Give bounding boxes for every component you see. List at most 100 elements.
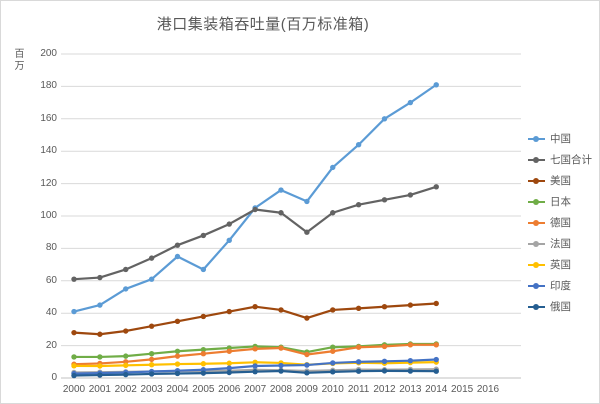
legend-item-日本: 日本 — [528, 191, 592, 212]
data-point-德国 — [148, 356, 155, 363]
data-point-俄国 — [355, 368, 362, 374]
data-point-七国合计 — [304, 229, 310, 235]
legend-item-七国合计: 七国合计 — [528, 149, 592, 170]
series-line-七国合计 — [72, 185, 438, 281]
data-point-七国合计 — [381, 197, 388, 203]
data-point-中国 — [226, 237, 232, 243]
data-point-中国 — [200, 266, 207, 273]
data-point-印度 — [407, 357, 414, 364]
data-point-美国 — [148, 323, 155, 329]
legend-marker-icon — [528, 240, 545, 247]
data-point-俄国 — [148, 371, 155, 377]
legend-label: 俄国 — [550, 301, 571, 313]
y-tick-label: 0 — [51, 372, 57, 383]
x-tick-label: 2015 — [451, 384, 474, 395]
data-point-印度 — [433, 356, 439, 363]
data-point-美国 — [97, 331, 103, 337]
legend-label: 德国 — [550, 217, 571, 229]
legend-label: 美国 — [550, 175, 571, 187]
legend-marker-icon — [528, 198, 545, 205]
x-tick-label: 2011 — [347, 384, 370, 395]
legend-label: 日本 — [550, 196, 571, 208]
data-point-美国 — [278, 307, 284, 313]
data-point-七国合计 — [407, 192, 414, 198]
data-point-德国 — [226, 348, 232, 354]
data-point-印度 — [330, 360, 336, 366]
legend-marker-icon — [528, 282, 545, 289]
data-point-中国 — [355, 142, 362, 148]
legend-item-印度: 印度 — [528, 275, 592, 296]
y-tick-label: 160 — [40, 112, 57, 124]
x-tick-label: 2014 — [425, 384, 448, 395]
data-point-美国 — [381, 304, 388, 310]
y-tick-label: 20 — [45, 339, 57, 351]
legend-item-俄国: 俄国 — [528, 296, 592, 317]
data-point-印度 — [278, 362, 284, 369]
data-point-日本 — [200, 346, 207, 353]
y-tick-label: 100 — [40, 210, 57, 221]
data-point-日本 — [123, 353, 129, 359]
data-point-中国 — [97, 302, 103, 308]
data-point-俄国 — [278, 368, 284, 374]
data-point-日本 — [71, 354, 77, 360]
x-tick-label: 2002 — [114, 384, 137, 395]
data-point-七国合计 — [252, 206, 258, 213]
data-point-美国 — [407, 302, 414, 308]
legend-label: 英国 — [550, 259, 571, 271]
data-point-中国 — [330, 164, 336, 171]
y-tick-label: 120 — [40, 177, 57, 189]
legend-item-美国: 美国 — [528, 170, 592, 191]
data-point-七国合计 — [174, 242, 181, 248]
legend-marker-icon — [528, 177, 545, 184]
data-point-俄国 — [304, 370, 310, 376]
data-point-中国 — [278, 187, 284, 193]
data-point-七国合计 — [330, 210, 336, 216]
data-point-七国合计 — [123, 266, 129, 273]
x-tick-label: 2009 — [295, 384, 318, 395]
data-point-七国合计 — [71, 276, 77, 282]
data-point-美国 — [304, 315, 310, 321]
data-point-英国 — [148, 362, 155, 368]
data-point-印度 — [381, 358, 388, 365]
data-point-德国 — [355, 344, 362, 350]
x-tick-label: 2007 — [244, 384, 267, 395]
data-point-美国 — [174, 318, 181, 324]
data-point-中国 — [433, 82, 439, 88]
data-point-俄国 — [252, 368, 258, 375]
data-point-俄国 — [174, 370, 181, 377]
y-tick-label: 40 — [45, 307, 57, 319]
data-point-中国 — [71, 308, 77, 315]
data-point-英国 — [123, 362, 129, 369]
data-point-印度 — [304, 362, 310, 368]
data-point-七国合计 — [97, 274, 103, 281]
data-point-德国 — [433, 342, 439, 348]
data-point-美国 — [355, 305, 362, 312]
data-point-美国 — [123, 328, 129, 334]
data-point-中国 — [381, 116, 388, 122]
data-point-俄国 — [200, 370, 207, 376]
data-point-德国 — [381, 343, 388, 350]
data-point-德国 — [278, 345, 284, 351]
legend-label: 中国 — [550, 133, 571, 145]
x-tick-label: 2016 — [476, 384, 500, 395]
legend-item-法国: 法国 — [528, 233, 592, 254]
data-point-英国 — [71, 363, 77, 369]
x-tick-label: 2000 — [62, 384, 86, 395]
data-point-英国 — [226, 360, 232, 366]
legend-item-中国: 中国 — [528, 128, 592, 149]
data-point-美国 — [330, 307, 336, 313]
data-point-英国 — [97, 363, 103, 369]
data-point-中国 — [304, 198, 310, 205]
x-tick-label: 2008 — [269, 384, 293, 395]
chart-title: 港口集装箱吞吐量(百万标准箱) — [156, 16, 370, 33]
x-tick-label: 2003 — [140, 384, 163, 395]
legend: 中国七国合计美国日本德国法国英国印度俄国 — [528, 128, 592, 317]
x-tick-label: 2001 — [88, 384, 111, 395]
data-point-中国 — [148, 276, 155, 282]
data-point-德国 — [252, 346, 258, 352]
data-point-俄国 — [381, 368, 388, 374]
data-point-中国 — [174, 253, 181, 260]
x-tick-label: 2006 — [218, 384, 241, 395]
